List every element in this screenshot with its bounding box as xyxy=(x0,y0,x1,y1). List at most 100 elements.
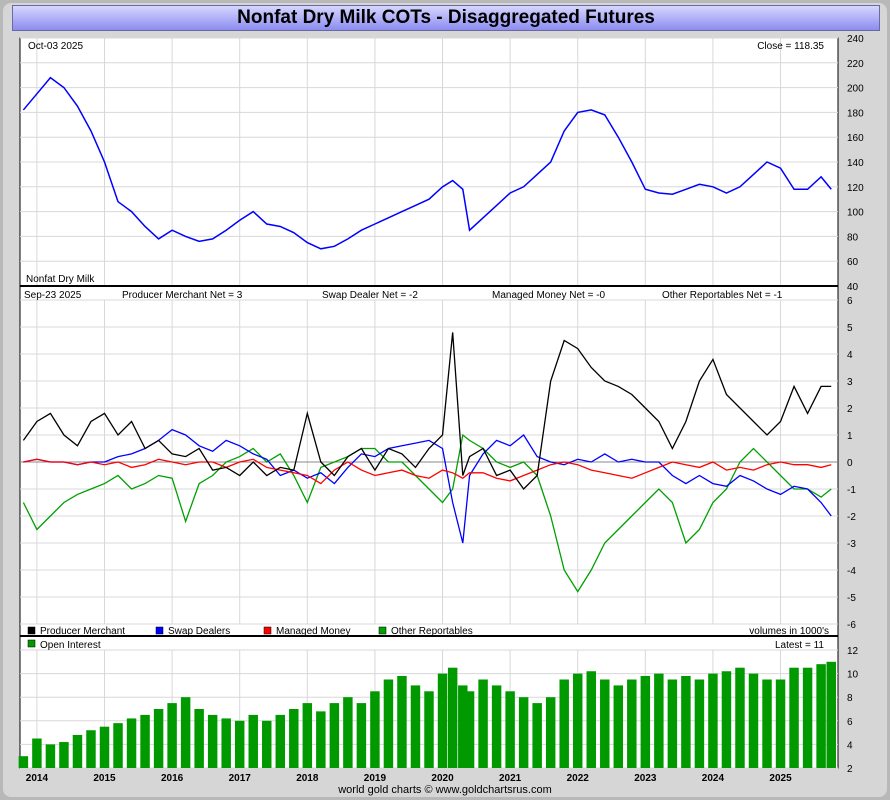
oi-y-axis: 2 4 6 8 10 12 xyxy=(847,646,859,775)
x-tick-label: 2016 xyxy=(161,773,184,784)
oi-bar xyxy=(397,675,407,768)
managed-net-label: Managed Money Net = -0 xyxy=(492,290,606,301)
oi-bars xyxy=(18,661,836,768)
oi-bar xyxy=(72,734,83,768)
legend-label: Producer Merchant xyxy=(40,626,125,637)
x-tick-label: 2021 xyxy=(499,773,522,784)
y-tick-label: 80 xyxy=(847,232,859,243)
oi-bar xyxy=(572,673,583,768)
oi-bar xyxy=(140,714,150,768)
y-tick-label: 220 xyxy=(847,59,864,70)
oi-bar xyxy=(545,697,556,768)
price-series-line xyxy=(22,76,832,250)
x-tick-label: 2018 xyxy=(296,773,319,784)
oi-bar xyxy=(18,756,29,768)
cot-series-lines xyxy=(22,332,832,593)
oi-bar xyxy=(681,675,691,768)
oi-bar xyxy=(262,720,272,768)
oi-bar xyxy=(45,744,56,768)
oi-bar xyxy=(86,730,96,768)
legend-label: Managed Money xyxy=(276,626,351,637)
oi-bar xyxy=(316,711,326,768)
x-tick-label: 2020 xyxy=(431,773,454,784)
oi-bar xyxy=(370,691,380,768)
price-series-label: Nonfat Dry Milk xyxy=(26,274,95,285)
cot-line-producer-merchant xyxy=(22,332,832,491)
oi-bar xyxy=(613,685,624,768)
oi-bar xyxy=(826,661,836,768)
oi-bar xyxy=(410,685,421,768)
y-tick-label: -5 xyxy=(847,593,856,604)
cot-line-swap-dealers xyxy=(23,428,832,544)
oi-bar xyxy=(654,673,664,768)
volumes-note: volumes in 1000's xyxy=(749,626,829,637)
oi-bar xyxy=(194,709,204,768)
oi-bar xyxy=(275,714,286,768)
cot-legend: Producer Merchant Swap Dealers Managed Mon… xyxy=(27,626,473,637)
oi-bar xyxy=(113,723,123,768)
oi-bar xyxy=(478,679,488,768)
other-net-label: Other Reportables Net = -1 xyxy=(662,290,783,301)
y-tick-label: 180 xyxy=(847,108,864,119)
y-tick-label: 2 xyxy=(847,404,853,415)
oi-bar xyxy=(437,673,448,768)
y-tick-label: 5 xyxy=(847,323,853,334)
oi-legend-swatch xyxy=(27,639,36,648)
y-tick-label: 0 xyxy=(847,458,853,469)
cot-y-axis: -6 -5 -4 -3 -2 -1 0 1 2 3 4 5 6 xyxy=(847,296,856,631)
oi-legend-label: Open Interest xyxy=(40,640,101,651)
oi-bar xyxy=(343,697,353,768)
y-tick-label: 1 xyxy=(847,431,853,442)
legend-swatch xyxy=(155,626,164,635)
oi-bar xyxy=(721,671,732,768)
oi-bar xyxy=(32,738,42,768)
oi-bar xyxy=(627,679,637,768)
oi-bar xyxy=(167,703,177,768)
oi-bar xyxy=(735,667,745,768)
price-date-label: Oct-03 2025 xyxy=(28,41,83,52)
oi-bar xyxy=(207,714,218,768)
oi-bar xyxy=(99,726,110,768)
oi-bar xyxy=(234,720,245,768)
legend-label: Other Reportables xyxy=(391,626,473,637)
swap-net-label: Swap Dealer Net = -2 xyxy=(322,290,418,301)
y-tick-label: 2 xyxy=(847,764,853,775)
oi-bar xyxy=(600,679,610,768)
y-tick-label: 200 xyxy=(847,84,864,95)
price-y-axis: 40 60 80 100 120 140 160 180 200 220 240 xyxy=(847,34,864,293)
y-tick-label: 40 xyxy=(847,282,859,293)
x-tick-label: 2022 xyxy=(567,773,590,784)
legend-swatch xyxy=(263,626,272,635)
footer-credit: world gold charts © www.goldchartsrus.co… xyxy=(338,784,552,796)
chart-title: Nonfat Dry Milk COTs - Disaggregated Fut… xyxy=(12,5,880,31)
oi-bar xyxy=(586,671,596,768)
oi-bar xyxy=(458,685,468,768)
oi-bar xyxy=(762,679,772,768)
legend-label: Swap Dealers xyxy=(168,626,230,637)
oi-bar xyxy=(59,742,69,768)
oi-bar xyxy=(505,691,515,768)
cot-panel xyxy=(19,285,839,637)
oi-latest-label: Latest = 11 xyxy=(775,640,824,651)
oi-bar xyxy=(802,667,813,768)
oi-bar xyxy=(491,685,502,768)
y-tick-label: -6 xyxy=(847,620,856,631)
oi-bar xyxy=(356,703,367,768)
x-tick-label: 2019 xyxy=(364,773,387,784)
y-tick-label: 3 xyxy=(847,377,853,388)
oi-bar xyxy=(153,709,164,768)
oi-bar xyxy=(518,697,529,768)
y-tick-label: 240 xyxy=(847,34,864,45)
y-tick-label: -1 xyxy=(847,485,856,496)
y-tick-label: 6 xyxy=(847,717,853,728)
y-tick-label: -3 xyxy=(847,539,856,550)
cot-line-managed-money xyxy=(23,458,832,485)
x-tick-label: 2023 xyxy=(634,773,657,784)
x-tick-label: 2024 xyxy=(702,773,725,784)
oi-bar xyxy=(383,679,394,768)
legend-swatch xyxy=(378,626,387,635)
oi-bar xyxy=(775,679,786,768)
y-tick-label: 10 xyxy=(847,670,859,681)
y-tick-label: 12 xyxy=(847,646,859,657)
y-tick-label: 4 xyxy=(847,740,853,751)
